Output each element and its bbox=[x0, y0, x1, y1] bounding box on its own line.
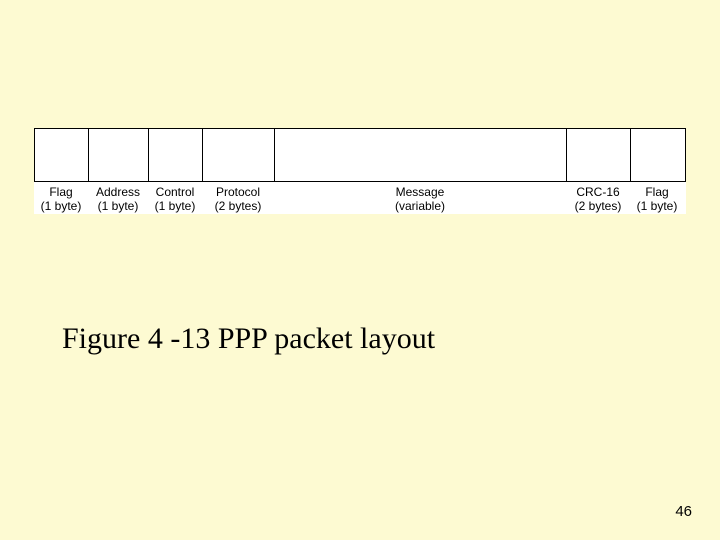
slide: Flag (1 byte) Address (1 byte) Control (… bbox=[0, 0, 720, 540]
packet-cell-address bbox=[89, 129, 149, 181]
field-name: Flag bbox=[630, 186, 684, 200]
packet-cell-flag-end bbox=[631, 129, 685, 181]
packet-cell-crc16 bbox=[567, 129, 631, 181]
packet-cell-flag-start bbox=[35, 129, 89, 181]
packet-row bbox=[34, 128, 686, 182]
field-size: (1 byte) bbox=[34, 200, 88, 214]
packet-cell-message bbox=[275, 129, 567, 181]
field-name: Protocol bbox=[202, 186, 274, 200]
field-size: (1 byte) bbox=[630, 200, 684, 214]
packet-cell-control bbox=[149, 129, 203, 181]
field-size: (2 bytes) bbox=[202, 200, 274, 214]
packet-label-address: Address (1 byte) bbox=[88, 184, 148, 214]
packet-label-flag-start: Flag (1 byte) bbox=[34, 184, 88, 214]
packet-label-protocol: Protocol (2 bytes) bbox=[202, 184, 274, 214]
field-size: (variable) bbox=[274, 200, 566, 214]
field-name: Message bbox=[274, 186, 566, 200]
field-name: Flag bbox=[34, 186, 88, 200]
packet-label-flag-end: Flag (1 byte) bbox=[630, 184, 684, 214]
packet-label-crc16: CRC-16 (2 bytes) bbox=[566, 184, 630, 214]
packet-cell-protocol bbox=[203, 129, 275, 181]
page-number: 46 bbox=[675, 503, 692, 520]
packet-label-message: Message (variable) bbox=[274, 184, 566, 214]
packet-diagram: Flag (1 byte) Address (1 byte) Control (… bbox=[34, 128, 686, 214]
field-size: (2 bytes) bbox=[566, 200, 630, 214]
packet-labels: Flag (1 byte) Address (1 byte) Control (… bbox=[34, 184, 686, 214]
figure-caption: Figure 4 -13 PPP packet layout bbox=[62, 322, 435, 356]
packet-label-control: Control (1 byte) bbox=[148, 184, 202, 214]
field-name: Control bbox=[148, 186, 202, 200]
field-size: (1 byte) bbox=[148, 200, 202, 214]
field-name: Address bbox=[88, 186, 148, 200]
field-name: CRC-16 bbox=[566, 186, 630, 200]
field-size: (1 byte) bbox=[88, 200, 148, 214]
